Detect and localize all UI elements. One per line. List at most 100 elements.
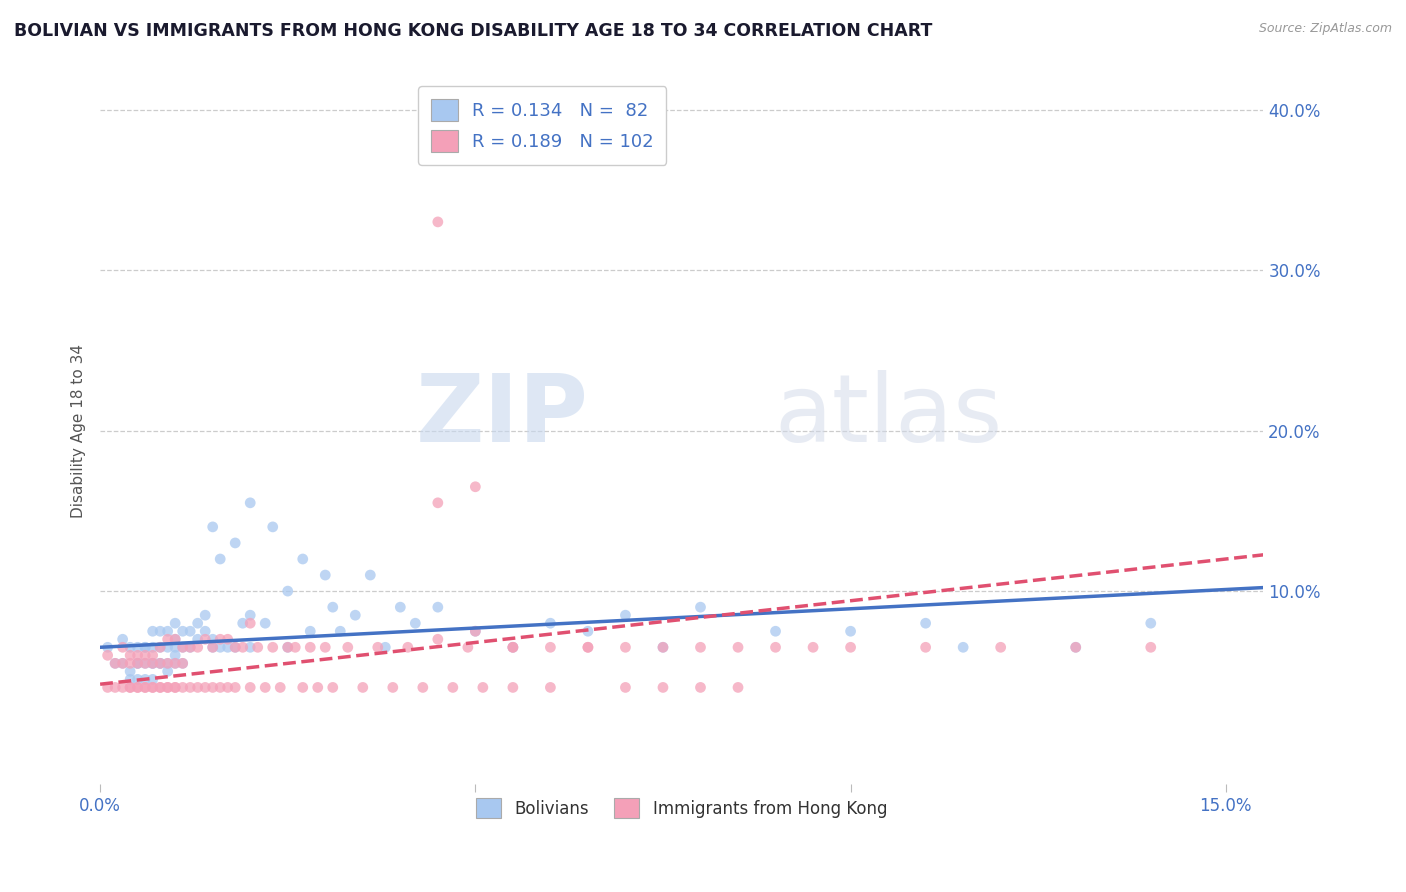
Point bbox=[990, 640, 1012, 655]
Point bbox=[165, 648, 187, 663]
Point bbox=[614, 608, 637, 623]
Point bbox=[111, 657, 134, 671]
Point bbox=[209, 681, 232, 695]
Point bbox=[201, 640, 224, 655]
Point bbox=[111, 657, 134, 671]
Point bbox=[149, 681, 172, 695]
Point bbox=[502, 681, 524, 695]
Point bbox=[172, 640, 194, 655]
Point bbox=[336, 640, 359, 655]
Point bbox=[165, 657, 187, 671]
Point bbox=[165, 657, 187, 671]
Point bbox=[254, 681, 277, 695]
Point bbox=[502, 640, 524, 655]
Point bbox=[374, 640, 396, 655]
Point bbox=[652, 640, 675, 655]
Point bbox=[165, 632, 187, 647]
Point bbox=[232, 640, 254, 655]
Point bbox=[307, 681, 329, 695]
Point bbox=[134, 673, 156, 687]
Point bbox=[404, 616, 426, 631]
Point bbox=[457, 640, 479, 655]
Point bbox=[120, 673, 142, 687]
Point bbox=[194, 632, 217, 647]
Point bbox=[111, 681, 134, 695]
Point bbox=[201, 681, 224, 695]
Point bbox=[142, 657, 165, 671]
Point bbox=[142, 681, 165, 695]
Point bbox=[412, 681, 434, 695]
Point bbox=[149, 657, 172, 671]
Point bbox=[201, 640, 224, 655]
Point bbox=[97, 648, 120, 663]
Point bbox=[134, 657, 156, 671]
Point bbox=[104, 681, 127, 695]
Point bbox=[299, 640, 322, 655]
Point bbox=[187, 681, 209, 695]
Point bbox=[194, 608, 217, 623]
Point bbox=[689, 600, 711, 615]
Point bbox=[322, 681, 344, 695]
Point bbox=[165, 681, 187, 695]
Point bbox=[224, 681, 246, 695]
Point bbox=[165, 640, 187, 655]
Point bbox=[839, 640, 862, 655]
Point bbox=[172, 657, 194, 671]
Point bbox=[765, 624, 787, 639]
Point bbox=[179, 640, 201, 655]
Text: atlas: atlas bbox=[775, 370, 1002, 462]
Point bbox=[239, 608, 262, 623]
Point bbox=[156, 657, 179, 671]
Point bbox=[1139, 640, 1161, 655]
Point bbox=[142, 624, 165, 639]
Point bbox=[839, 624, 862, 639]
Point bbox=[217, 681, 239, 695]
Point bbox=[187, 640, 209, 655]
Point bbox=[201, 632, 224, 647]
Point bbox=[538, 640, 561, 655]
Point bbox=[134, 640, 156, 655]
Point bbox=[952, 640, 974, 655]
Point bbox=[120, 681, 142, 695]
Point bbox=[134, 681, 156, 695]
Point bbox=[120, 681, 142, 695]
Point bbox=[165, 632, 187, 647]
Point bbox=[165, 616, 187, 631]
Point bbox=[277, 584, 299, 599]
Point bbox=[464, 480, 486, 494]
Point bbox=[727, 640, 749, 655]
Point bbox=[172, 681, 194, 695]
Point bbox=[165, 681, 187, 695]
Point bbox=[134, 681, 156, 695]
Point bbox=[224, 640, 246, 655]
Point bbox=[246, 640, 269, 655]
Point bbox=[614, 640, 637, 655]
Point bbox=[426, 496, 449, 510]
Point bbox=[329, 624, 352, 639]
Point bbox=[232, 616, 254, 631]
Point bbox=[765, 640, 787, 655]
Point bbox=[291, 552, 314, 566]
Point bbox=[149, 640, 172, 655]
Point bbox=[111, 640, 134, 655]
Point bbox=[104, 657, 127, 671]
Point bbox=[127, 640, 149, 655]
Point bbox=[576, 640, 599, 655]
Point bbox=[142, 648, 165, 663]
Point bbox=[538, 681, 561, 695]
Point bbox=[127, 657, 149, 671]
Point bbox=[97, 681, 120, 695]
Point bbox=[172, 657, 194, 671]
Point bbox=[801, 640, 824, 655]
Point bbox=[127, 657, 149, 671]
Point bbox=[172, 624, 194, 639]
Text: BOLIVIAN VS IMMIGRANTS FROM HONG KONG DISABILITY AGE 18 TO 34 CORRELATION CHART: BOLIVIAN VS IMMIGRANTS FROM HONG KONG DI… bbox=[14, 22, 932, 40]
Point bbox=[381, 681, 404, 695]
Point bbox=[134, 648, 156, 663]
Point bbox=[314, 568, 336, 582]
Point bbox=[179, 640, 201, 655]
Point bbox=[367, 640, 389, 655]
Text: ZIP: ZIP bbox=[416, 370, 589, 462]
Point bbox=[142, 657, 165, 671]
Point bbox=[727, 681, 749, 695]
